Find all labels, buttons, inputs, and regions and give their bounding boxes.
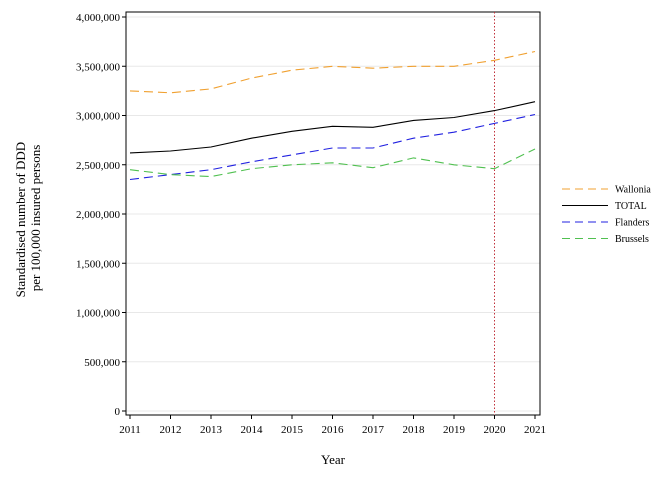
y-axis-title-line-1: Standardised number of DDD	[13, 142, 28, 298]
gridlines	[126, 16, 540, 412]
y-tick-label: 1,500,000	[76, 258, 121, 270]
x-tick-label: 2015	[281, 424, 304, 436]
x-tick-label: 2019	[443, 424, 466, 436]
legend-label-flanders: Flanders	[615, 218, 650, 229]
legend: Wallonia TOTAL Flanders Brussels	[562, 185, 651, 245]
series-line-wallonia	[129, 50, 536, 94]
series-group	[129, 50, 536, 181]
y-tick-label: 500,000	[84, 357, 120, 369]
y-axis-title: Standardised number of DDD per 100,000 i…	[13, 139, 43, 298]
legend-label-wallonia: Wallonia	[615, 185, 651, 196]
x-tick-label: 2016	[322, 424, 345, 436]
y-tick-label: 2,500,000	[76, 160, 121, 172]
series-line-flanders	[129, 113, 536, 181]
y-tick-label: 4,000,000	[76, 12, 121, 24]
x-tick-label: 2018	[403, 424, 426, 436]
y-tick-label: 3,500,000	[76, 61, 121, 73]
x-tick-label: 2020	[484, 424, 507, 436]
x-tick-label: 2011	[119, 424, 141, 436]
y-axis: 0 500,000 1,000,000 1,500,000 2,000,000 2,500…	[76, 12, 126, 418]
y-tick-label: 3,000,000	[76, 111, 121, 123]
x-axis-title: Year	[321, 452, 346, 467]
y-tick-label: 1,000,000	[76, 308, 121, 320]
x-axis: 2011 2012 2013 2014 2015 2016 2017 2018 2019 2020…	[119, 415, 546, 436]
x-tick-label: 2021	[524, 424, 546, 436]
x-tick-label: 2014	[241, 424, 264, 436]
y-axis-title-line-2: per 100,000 insured persons	[28, 145, 43, 292]
legend-label-brussels: Brussels	[615, 234, 649, 245]
legend-label-total: TOTAL	[615, 201, 647, 212]
x-tick-label: 2017	[362, 424, 385, 436]
series-line-total	[129, 101, 536, 154]
series-line-brussels	[129, 148, 536, 178]
x-tick-label: 2012	[160, 424, 182, 436]
y-tick-label: 0	[115, 406, 121, 418]
y-tick-label: 2,000,000	[76, 209, 121, 221]
x-tick-label: 2013	[200, 424, 223, 436]
